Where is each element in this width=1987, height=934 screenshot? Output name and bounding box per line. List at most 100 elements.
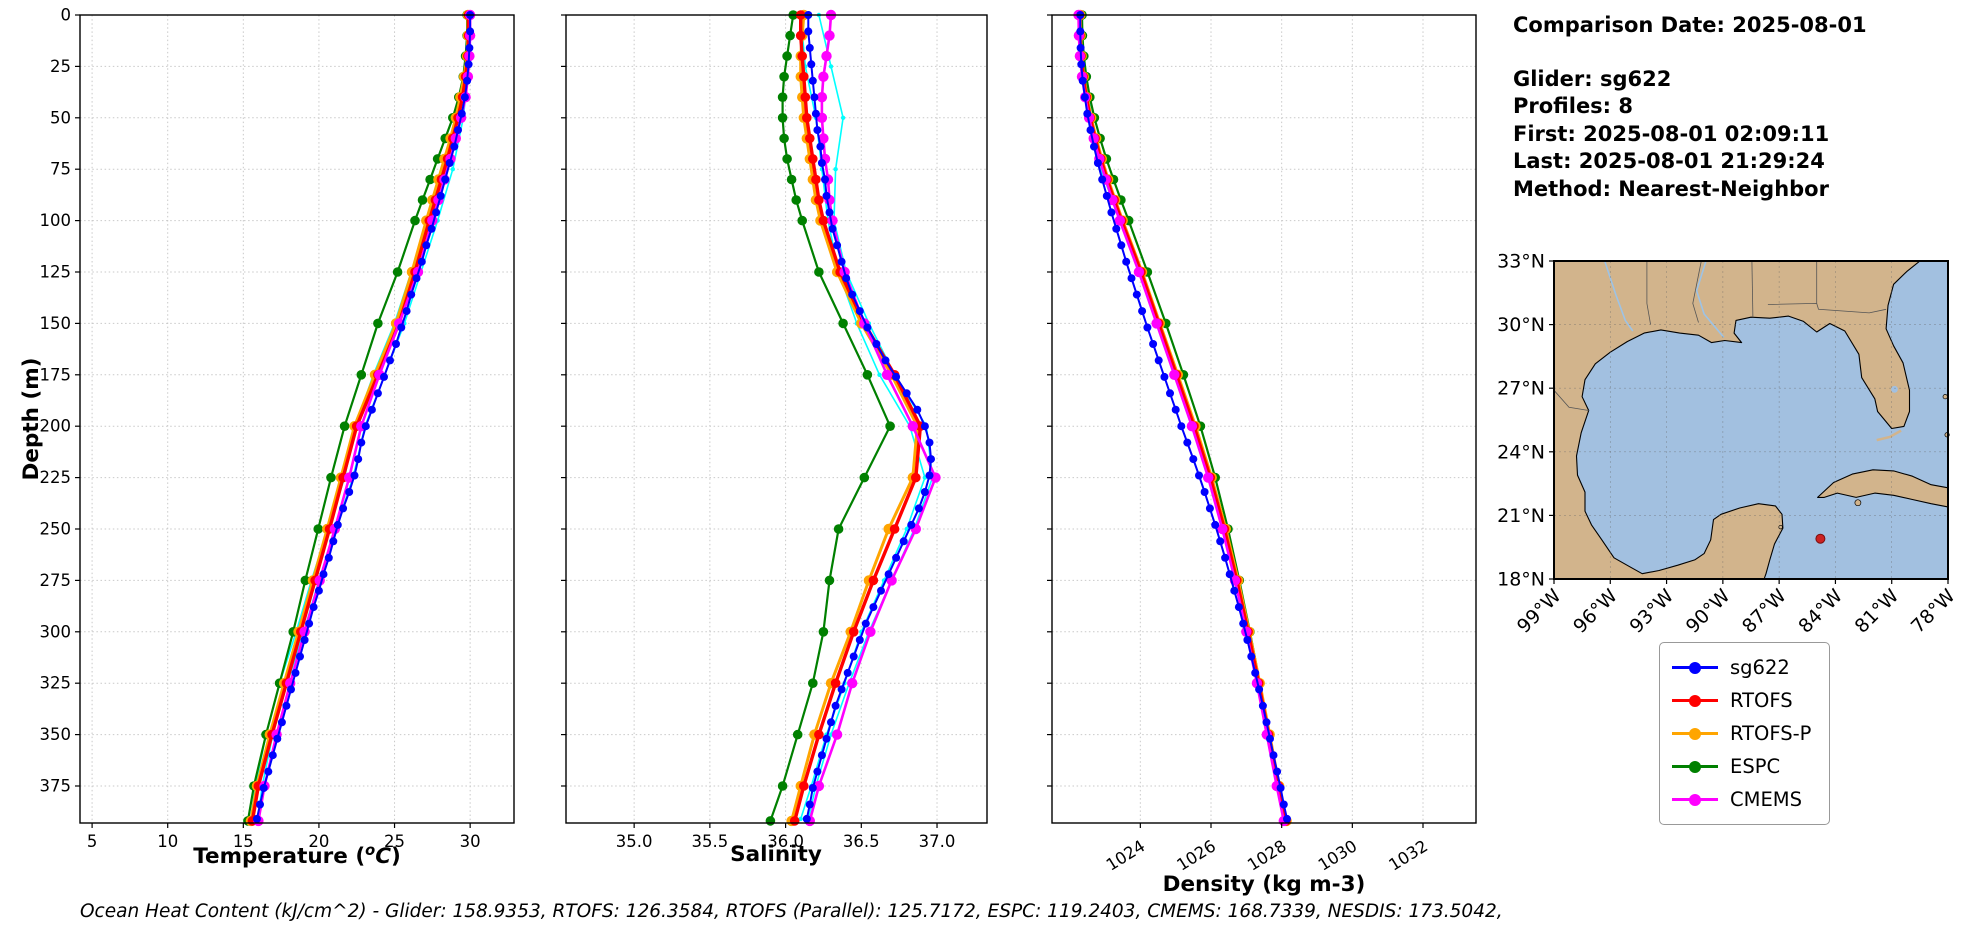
series-sg622 bbox=[1076, 11, 1291, 823]
y-tick-label: 200 bbox=[40, 417, 72, 436]
map-state-border bbox=[1553, 390, 1589, 411]
y-tick-label: 325 bbox=[40, 674, 72, 693]
map-river bbox=[1695, 260, 1725, 338]
series-markers-profile-2 bbox=[1077, 12, 1287, 822]
temperature-axis-label-unit: C bbox=[375, 844, 391, 870]
y-tick-label: 75 bbox=[50, 160, 71, 179]
series-line-profile-2 bbox=[1078, 14, 1286, 820]
series-markers-ESPC bbox=[765, 10, 895, 826]
series-line-CMEMS bbox=[1077, 14, 1286, 822]
series-markers-RTOFS-P bbox=[1075, 9, 1292, 827]
method-text: Method: Nearest-Neighbor bbox=[1513, 176, 1829, 201]
legend-entry-RTOFS: RTOFS bbox=[1672, 684, 1811, 717]
legend-entry-RTOFS-P: RTOFS-P bbox=[1672, 717, 1811, 750]
series-line-profile-1 bbox=[1080, 14, 1288, 820]
series-markers-sg622 bbox=[1076, 11, 1291, 823]
legend-label: RTOFS-P bbox=[1730, 722, 1812, 745]
series-markers-CMEMS bbox=[804, 9, 941, 827]
series-ESPC bbox=[1077, 10, 1290, 826]
panel-frame-salinity bbox=[565, 14, 988, 824]
info-panel: Comparison Date: 2025-08-01 Glider: sg62… bbox=[1513, 12, 1867, 203]
map-lat-label: 27°N bbox=[1497, 378, 1545, 400]
series-CMEMS bbox=[1073, 9, 1290, 827]
panel-temperature: 5 10 15 20 25 3002550751001251501752002252502… bbox=[40, 6, 515, 851]
series-profile-2 bbox=[1077, 12, 1287, 822]
y-tick-label: 100 bbox=[40, 211, 72, 230]
series-RTOFS bbox=[247, 10, 474, 826]
legend-entry-ESPC: ESPC bbox=[1672, 750, 1811, 783]
series-markers-sg622 bbox=[802, 11, 935, 823]
legend-marker bbox=[1689, 727, 1701, 740]
series-sg622 bbox=[802, 11, 935, 823]
x-tick-label: 1032 bbox=[1385, 836, 1431, 874]
panel-frame-temperature bbox=[79, 14, 515, 824]
y-tick-label: 225 bbox=[40, 468, 72, 487]
gridlines-salinity bbox=[566, 14, 987, 823]
first-time-text: First: 2025-08-01 02:09:11 bbox=[1513, 121, 1830, 146]
glider-location-marker bbox=[1815, 533, 1826, 544]
map-island bbox=[1942, 394, 1948, 400]
density-axis-label: Density (kg m-3) bbox=[1162, 872, 1366, 897]
y-tick-label: 250 bbox=[40, 519, 72, 538]
depth-axis-label: Depth (m) bbox=[19, 357, 44, 481]
legend-marker bbox=[1689, 694, 1701, 707]
map-frame bbox=[1553, 260, 1949, 580]
x-tick-label: 10 bbox=[157, 832, 178, 851]
comparison-date-text: Comparison Date: 2025-08-01 bbox=[1513, 13, 1867, 37]
ticks-salinity: 35.0 35.5 36.0 36.5 37.0 bbox=[561, 14, 955, 851]
x-tick-label: 1028 bbox=[1244, 836, 1290, 874]
x-tick-label: 36.0 bbox=[767, 832, 804, 851]
x-tick-label: 15 bbox=[233, 832, 254, 851]
info-spacer bbox=[1513, 40, 1867, 66]
x-tick-label: 1030 bbox=[1315, 836, 1361, 874]
y-tick-label: 0 bbox=[61, 6, 72, 25]
x-tick-label: 1024 bbox=[1103, 836, 1149, 874]
series-line-sg622 bbox=[1079, 15, 1288, 820]
map-island bbox=[1854, 499, 1862, 507]
map-florida-keys bbox=[1876, 429, 1902, 442]
map-lat-label: 30°N bbox=[1497, 314, 1545, 336]
last-time-text: Last: 2025-08-01 21:29:24 bbox=[1513, 149, 1825, 173]
x-tick-label: 30 bbox=[460, 832, 481, 851]
map-state-border bbox=[1646, 261, 1651, 325]
series-line-ESPC bbox=[1080, 14, 1287, 822]
y-tick-label: 25 bbox=[50, 57, 71, 76]
legend: sg622 RTOFS RTOFS-P ESPC CMEMS bbox=[1659, 642, 1831, 825]
legend-entry-CMEMS: CMEMS bbox=[1672, 783, 1811, 816]
legend-marker bbox=[1689, 793, 1701, 806]
map-island bbox=[1778, 524, 1783, 530]
series-markers-CMEMS bbox=[1073, 9, 1290, 827]
panel-density: 1024 1026 1028 1030 1032 bbox=[1047, 9, 1477, 875]
panel-frame-density bbox=[1051, 14, 1477, 824]
y-tick-label: 275 bbox=[40, 571, 72, 590]
y-tick-label: 375 bbox=[40, 776, 72, 795]
legend-label: RTOFS bbox=[1730, 689, 1793, 712]
map-land-north-america bbox=[1553, 260, 1921, 580]
series-markers-ESPC bbox=[1077, 10, 1290, 826]
series-ESPC bbox=[765, 10, 895, 826]
map-state-border bbox=[1767, 302, 1887, 314]
series-RTOFS-P bbox=[1075, 9, 1292, 827]
map-lat-label: 18°N bbox=[1497, 569, 1545, 591]
series-markers-profile-1 bbox=[1078, 12, 1289, 822]
temperature-axis-label-close: ) bbox=[390, 844, 401, 870]
legend-label: ESPC bbox=[1730, 755, 1781, 778]
map-lat-label: 21°N bbox=[1497, 505, 1545, 527]
x-tick-label: 20 bbox=[308, 832, 329, 851]
legend-entry-sg622: sg622 bbox=[1672, 651, 1811, 684]
legend-entries: sg622 RTOFS RTOFS-P ESPC CMEMS bbox=[1672, 651, 1811, 816]
legend-label: sg622 bbox=[1730, 656, 1790, 679]
legend-line-sample bbox=[1672, 661, 1718, 674]
series-line-RTOFS-P bbox=[1078, 14, 1289, 822]
legend-line-sample bbox=[1672, 727, 1718, 740]
y-tick-label: 50 bbox=[50, 108, 71, 127]
x-tick-label: 25 bbox=[384, 832, 405, 851]
series-RTOFS bbox=[1074, 10, 1291, 826]
x-tick-label: 35.5 bbox=[691, 832, 728, 851]
y-tick-label: 350 bbox=[40, 725, 72, 744]
legend-line-sample bbox=[1672, 760, 1718, 773]
x-tick-label: 5 bbox=[87, 832, 98, 851]
series-line-CMEMS bbox=[257, 15, 472, 822]
temperature-axis-label: Temperature (oC) bbox=[87, 842, 507, 869]
y-tick-label: 300 bbox=[40, 622, 72, 641]
